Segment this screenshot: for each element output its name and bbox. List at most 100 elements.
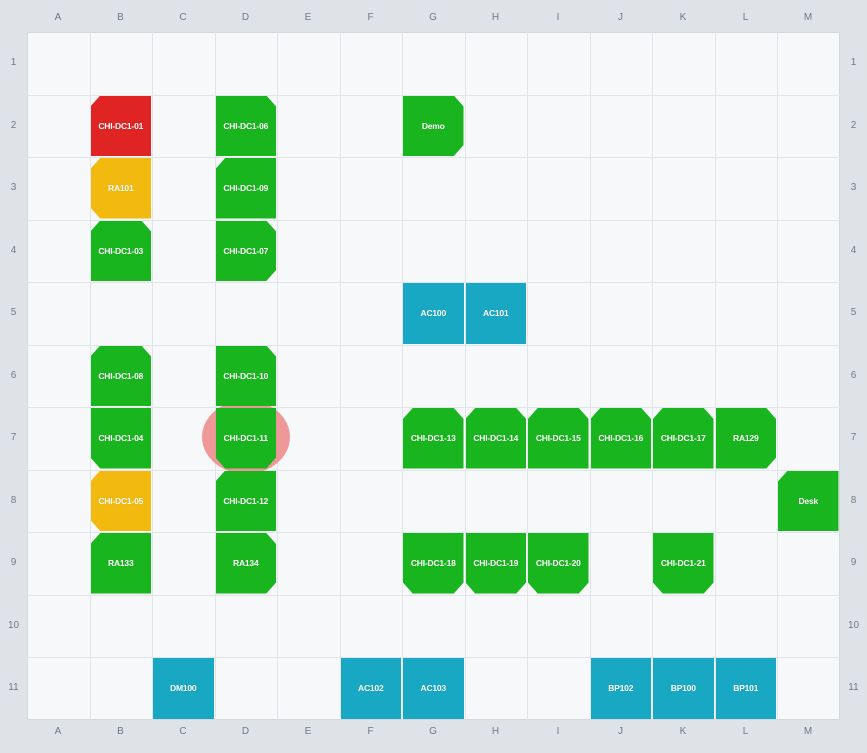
desk-tile-ra129[interactable]: RA129 xyxy=(715,408,776,469)
desk-tile-chi-dc1-20[interactable]: CHI-DC1-20 xyxy=(528,533,589,594)
column-label-bottom: I xyxy=(556,726,560,737)
desk-tile-label: CHI-DC1-18 xyxy=(410,558,456,569)
desk-tile-chi-dc1-12[interactable]: CHI-DC1-12 xyxy=(215,470,276,531)
desk-tile-chi-dc1-05[interactable]: CHI-DC1-05 xyxy=(90,470,151,531)
desk-tile-chi-dc1-14[interactable]: CHI-DC1-14 xyxy=(465,408,526,469)
row-label-left: 3 xyxy=(10,182,17,194)
row-label-left: 9 xyxy=(10,557,17,569)
grid-column-line xyxy=(214,32,216,720)
column-label-top: H xyxy=(491,12,500,23)
desk-tile-label: Demo xyxy=(421,120,445,131)
desk-tile-chi-dc1-13[interactable]: CHI-DC1-13 xyxy=(403,408,464,469)
desk-tile-label: CHI-DC1-19 xyxy=(473,558,519,569)
row-label-right: 3 xyxy=(850,182,857,194)
column-label-top: A xyxy=(54,12,62,23)
desk-tile-chi-dc1-17[interactable]: CHI-DC1-17 xyxy=(653,408,714,469)
desk-tile-chi-dc1-01[interactable]: CHI-DC1-01 xyxy=(90,95,151,156)
column-label-top: J xyxy=(618,12,623,23)
desk-tile-label: CHI-DC1-16 xyxy=(598,433,644,444)
column-label-top: I xyxy=(556,12,560,23)
desk-tile-label: RA101 xyxy=(108,183,134,194)
column-label-top: F xyxy=(367,12,374,23)
desk-tile-ra133[interactable]: RA133 xyxy=(90,533,151,594)
desk-tile-chi-dc1-10[interactable]: CHI-DC1-10 xyxy=(215,345,276,406)
desk-tile-bp100[interactable]: BP100 xyxy=(653,658,714,719)
row-label-right: 9 xyxy=(850,557,857,569)
desk-tile-bp102[interactable]: BP102 xyxy=(590,658,651,719)
desk-tile-desk[interactable]: Desk xyxy=(778,470,839,531)
grid-column-line xyxy=(589,32,591,720)
desk-tile-ra134[interactable]: RA134 xyxy=(215,533,276,594)
row-label-left: 7 xyxy=(10,432,17,444)
row-label-right: 1 xyxy=(850,57,857,69)
column-label-top: L xyxy=(742,12,749,23)
grid-column-line xyxy=(464,32,466,720)
column-label-bottom: J xyxy=(618,726,623,737)
desk-tile-label: CHI-DC1-03 xyxy=(98,245,144,256)
desk-tile-demo[interactable]: Demo xyxy=(403,95,464,156)
desk-tile-ac103[interactable]: AC103 xyxy=(403,658,464,719)
column-label-bottom: L xyxy=(742,726,749,737)
desk-tile-label: AC102 xyxy=(358,683,384,694)
desk-tile-label: CHI-DC1-07 xyxy=(223,245,269,256)
grid-row-line xyxy=(27,657,840,658)
row-label-left: 8 xyxy=(10,494,17,506)
desk-tile-chi-dc1-21[interactable]: CHI-DC1-21 xyxy=(653,533,714,594)
row-label-left: 10 xyxy=(7,619,20,631)
row-label-left: 4 xyxy=(10,244,17,256)
desk-tile-chi-dc1-18[interactable]: CHI-DC1-18 xyxy=(403,533,464,594)
column-label-bottom: G xyxy=(429,726,437,737)
grid-column-line xyxy=(652,32,653,720)
row-label-left: 11 xyxy=(8,682,19,694)
column-label-bottom: M xyxy=(803,726,813,737)
desk-tile-chi-dc1-16[interactable]: CHI-DC1-16 xyxy=(590,408,651,469)
desk-tile-chi-dc1-11[interactable]: CHI-DC1-11 xyxy=(215,408,276,469)
column-label-top: G xyxy=(429,12,437,23)
desk-tile-chi-dc1-04[interactable]: CHI-DC1-04 xyxy=(90,408,151,469)
desk-tile-chi-dc1-19[interactable]: CHI-DC1-19 xyxy=(465,533,526,594)
desk-tile-ra101[interactable]: RA101 xyxy=(90,158,151,219)
column-label-top: K xyxy=(679,12,687,23)
column-label-top: B xyxy=(117,12,124,23)
desk-tile-chi-dc1-08[interactable]: CHI-DC1-08 xyxy=(90,345,151,406)
desk-tile-label: RA133 xyxy=(108,558,134,569)
desk-tile-label: AC100 xyxy=(420,308,447,319)
grid-row-line xyxy=(27,94,840,96)
desk-tile-chi-dc1-07[interactable]: CHI-DC1-07 xyxy=(215,220,276,281)
desk-tile-dm100[interactable]: DM100 xyxy=(153,658,214,719)
desk-tile-bp101[interactable]: BP101 xyxy=(715,658,776,719)
column-label-top: E xyxy=(304,12,312,23)
desk-tile-chi-dc1-15[interactable]: CHI-DC1-15 xyxy=(528,408,589,469)
column-label-top: M xyxy=(803,12,813,23)
grid-column-line xyxy=(339,32,341,720)
desk-tile-label: DM100 xyxy=(170,683,197,694)
row-label-right: 10 xyxy=(847,619,860,631)
desk-tile-ac101[interactable]: AC101 xyxy=(465,283,526,344)
desk-tile-label: CHI-DC1-12 xyxy=(223,495,269,506)
desk-tile-label: RA129 xyxy=(733,433,759,444)
grid-row-line xyxy=(27,157,840,158)
row-label-right: 11 xyxy=(848,682,859,694)
grid-column-line xyxy=(714,32,716,720)
desk-tile-label: CHI-DC1-21 xyxy=(660,558,706,569)
desk-tile-ac102[interactable]: AC102 xyxy=(340,658,401,719)
desk-tile-chi-dc1-03[interactable]: CHI-DC1-03 xyxy=(90,220,151,281)
column-label-bottom: C xyxy=(179,726,187,737)
column-label-bottom: K xyxy=(679,726,687,737)
grid-row-line xyxy=(27,219,840,221)
column-label-bottom: E xyxy=(304,726,312,737)
row-label-right: 8 xyxy=(850,494,857,506)
desk-tile-chi-dc1-06[interactable]: CHI-DC1-06 xyxy=(215,95,276,156)
desk-tile-label: CHI-DC1-13 xyxy=(410,433,456,444)
desk-tile-chi-dc1-09[interactable]: CHI-DC1-09 xyxy=(215,158,276,219)
desk-tile-label: RA134 xyxy=(233,558,259,569)
grid-row-line xyxy=(27,532,840,533)
desk-tile-label: BP100 xyxy=(670,683,696,694)
grid-row-line xyxy=(27,407,840,408)
grid-column-line xyxy=(777,32,778,720)
column-label-bottom: B xyxy=(117,726,124,737)
column-label-top: D xyxy=(241,12,250,23)
desk-tile-ac100[interactable]: AC100 xyxy=(403,283,464,344)
column-label-bottom: F xyxy=(367,726,374,737)
row-label-right: 7 xyxy=(850,432,857,444)
